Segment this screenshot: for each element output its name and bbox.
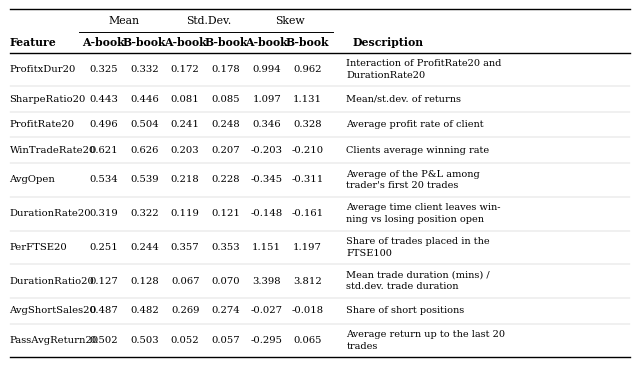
Text: 0.057: 0.057	[212, 336, 240, 345]
Text: 0.251: 0.251	[89, 243, 118, 252]
Text: 0.504: 0.504	[130, 120, 159, 129]
Text: 0.218: 0.218	[171, 175, 200, 184]
Text: -0.027: -0.027	[251, 306, 283, 315]
Text: AvgOpen: AvgOpen	[10, 175, 56, 184]
Text: 1.131: 1.131	[293, 95, 322, 104]
Text: 0.319: 0.319	[89, 209, 118, 218]
Text: 0.244: 0.244	[130, 243, 159, 252]
Text: 0.228: 0.228	[212, 175, 240, 184]
Text: Mean trade duration (mins) /
std.dev. trade duration: Mean trade duration (mins) / std.dev. tr…	[346, 271, 490, 291]
Text: 3.398: 3.398	[252, 277, 281, 286]
Text: 0.178: 0.178	[212, 65, 240, 74]
Text: -0.148: -0.148	[251, 209, 283, 218]
Text: 0.443: 0.443	[89, 95, 118, 104]
Text: -0.018: -0.018	[291, 306, 323, 315]
Text: Share of short positions: Share of short positions	[346, 306, 465, 315]
Text: 0.346: 0.346	[252, 120, 281, 129]
Text: A-book: A-book	[83, 37, 125, 48]
Text: -0.311: -0.311	[291, 175, 324, 184]
Text: 0.128: 0.128	[130, 277, 159, 286]
Text: Mean/st.dev. of returns: Mean/st.dev. of returns	[346, 95, 461, 104]
Text: A-book: A-book	[245, 37, 288, 48]
Text: WinTradeRate20: WinTradeRate20	[10, 146, 96, 155]
Text: Feature: Feature	[10, 37, 56, 48]
Text: DurationRatio20: DurationRatio20	[10, 277, 95, 286]
Text: B-book: B-book	[204, 37, 248, 48]
Text: 0.065: 0.065	[293, 336, 322, 345]
Text: 0.119: 0.119	[171, 209, 200, 218]
Text: B-book: B-book	[285, 37, 329, 48]
Text: B-book: B-book	[123, 37, 166, 48]
Text: 0.070: 0.070	[212, 277, 240, 286]
Text: 0.621: 0.621	[90, 146, 118, 155]
Text: 0.626: 0.626	[130, 146, 159, 155]
Text: DurationRate20: DurationRate20	[10, 209, 91, 218]
Text: 0.994: 0.994	[252, 65, 281, 74]
Text: -0.161: -0.161	[291, 209, 323, 218]
Text: 0.502: 0.502	[90, 336, 118, 345]
Text: 0.962: 0.962	[293, 65, 322, 74]
Text: Description: Description	[353, 37, 424, 48]
Text: Average of the P&L among
trader's first 20 trades: Average of the P&L among trader's first …	[346, 170, 480, 190]
Text: 0.274: 0.274	[212, 306, 240, 315]
Text: AvgShortSales20: AvgShortSales20	[10, 306, 97, 315]
Text: 0.172: 0.172	[171, 65, 200, 74]
Text: Interaction of ProfitRate20 and
DurationRate20: Interaction of ProfitRate20 and Duration…	[346, 59, 502, 80]
Text: Average return up to the last 20
trades: Average return up to the last 20 trades	[346, 330, 506, 351]
Text: 0.539: 0.539	[130, 175, 159, 184]
Text: ProfitRate20: ProfitRate20	[10, 120, 75, 129]
Text: 3.812: 3.812	[293, 277, 322, 286]
Text: -0.203: -0.203	[251, 146, 283, 155]
Text: Skew: Skew	[275, 16, 305, 26]
Text: 0.482: 0.482	[130, 306, 159, 315]
Text: A-book: A-book	[164, 37, 207, 48]
Text: SharpeRatio20: SharpeRatio20	[10, 95, 86, 104]
Text: 0.332: 0.332	[130, 65, 159, 74]
Text: ProfitxDur20: ProfitxDur20	[10, 65, 76, 74]
Text: 0.328: 0.328	[293, 120, 322, 129]
Text: 0.487: 0.487	[89, 306, 118, 315]
Text: 0.207: 0.207	[212, 146, 240, 155]
Text: -0.210: -0.210	[291, 146, 323, 155]
Text: 0.269: 0.269	[171, 306, 200, 315]
Text: 0.127: 0.127	[89, 277, 118, 286]
Text: -0.295: -0.295	[251, 336, 283, 345]
Text: Share of trades placed in the
FTSE100: Share of trades placed in the FTSE100	[346, 237, 490, 258]
Text: Average profit rate of client: Average profit rate of client	[346, 120, 484, 129]
Text: Clients average winning rate: Clients average winning rate	[346, 146, 490, 155]
Text: 1.151: 1.151	[252, 243, 281, 252]
Text: 0.241: 0.241	[171, 120, 200, 129]
Text: Std.Dev.: Std.Dev.	[186, 16, 231, 26]
Text: Average time client leaves win-
ning vs losing position open: Average time client leaves win- ning vs …	[346, 203, 501, 224]
Text: 1.197: 1.197	[293, 243, 322, 252]
Text: 0.085: 0.085	[212, 95, 240, 104]
Text: -0.345: -0.345	[251, 175, 283, 184]
Text: 0.357: 0.357	[171, 243, 200, 252]
Text: 0.503: 0.503	[130, 336, 159, 345]
Text: PassAvgReturn20: PassAvgReturn20	[10, 336, 99, 345]
Text: 0.353: 0.353	[212, 243, 240, 252]
Text: 0.248: 0.248	[212, 120, 240, 129]
Text: 0.534: 0.534	[89, 175, 118, 184]
Text: 0.446: 0.446	[130, 95, 159, 104]
Text: 0.322: 0.322	[130, 209, 159, 218]
Text: 0.203: 0.203	[171, 146, 200, 155]
Text: Mean: Mean	[109, 16, 140, 26]
Text: 1.097: 1.097	[252, 95, 281, 104]
Text: 0.121: 0.121	[211, 209, 241, 218]
Text: 0.496: 0.496	[90, 120, 118, 129]
Text: 0.052: 0.052	[171, 336, 200, 345]
Text: PerFTSE20: PerFTSE20	[10, 243, 67, 252]
Text: 0.325: 0.325	[90, 65, 118, 74]
Text: 0.081: 0.081	[171, 95, 200, 104]
Text: 0.067: 0.067	[171, 277, 200, 286]
